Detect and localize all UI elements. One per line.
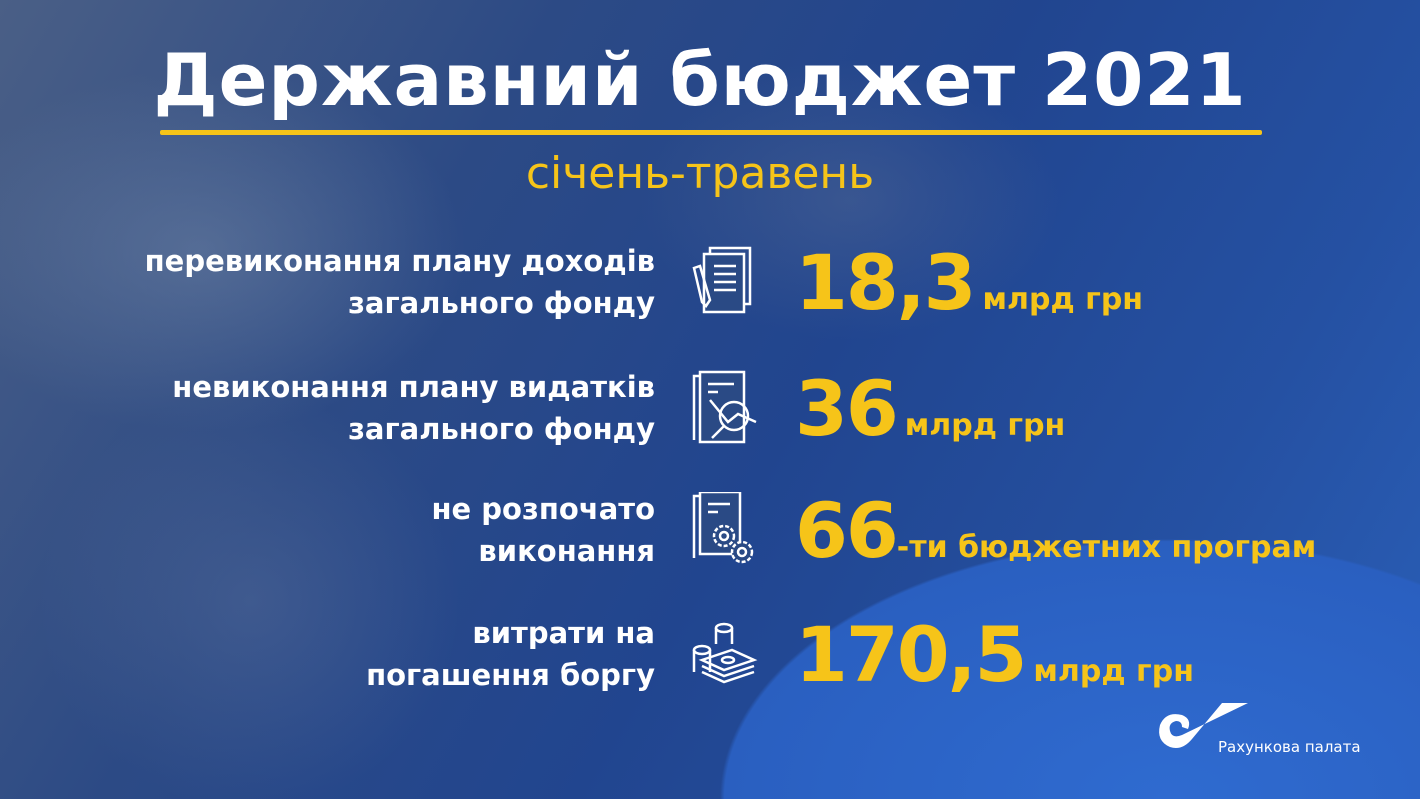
stat-value: 36 млрд грн <box>795 364 1066 453</box>
page-subtitle: січень-травень <box>525 148 875 199</box>
stat-label: невиконання плану видатків загального фон… <box>172 370 655 446</box>
documents-pen-icon <box>692 246 752 314</box>
stat-row-revenue: перевиконання плану доходів загального фо… <box>0 238 1420 340</box>
money-stack-icon <box>692 622 758 684</box>
stat-label: перевиконання плану доходів загального фо… <box>144 244 655 320</box>
document-gears-icon <box>692 492 754 564</box>
stat-row-debt: витрати на погашення боргу 170,5 млрд грн <box>0 610 1420 712</box>
title-divider <box>160 130 1262 135</box>
stat-value: 18,3 млрд грн <box>795 238 1144 327</box>
document-analysis-icon <box>692 370 757 444</box>
stat-row-expenditure: невиконання плану видатків загального фон… <box>0 364 1420 466</box>
accounting-chamber-logo <box>1159 703 1248 748</box>
stat-label: витрати на погашення боргу <box>366 616 655 692</box>
stat-row-programs: не розпочато виконання 66-ти бюджетних пр… <box>0 486 1420 588</box>
stat-value: 66-ти бюджетних програм <box>795 486 1317 575</box>
stat-value: 170,5 млрд грн <box>795 610 1194 699</box>
logo-text: Рахункова палата <box>1218 738 1361 756</box>
page-title: Державний бюджет 2021 <box>153 38 1247 122</box>
stat-label: не розпочато виконання <box>431 492 655 568</box>
